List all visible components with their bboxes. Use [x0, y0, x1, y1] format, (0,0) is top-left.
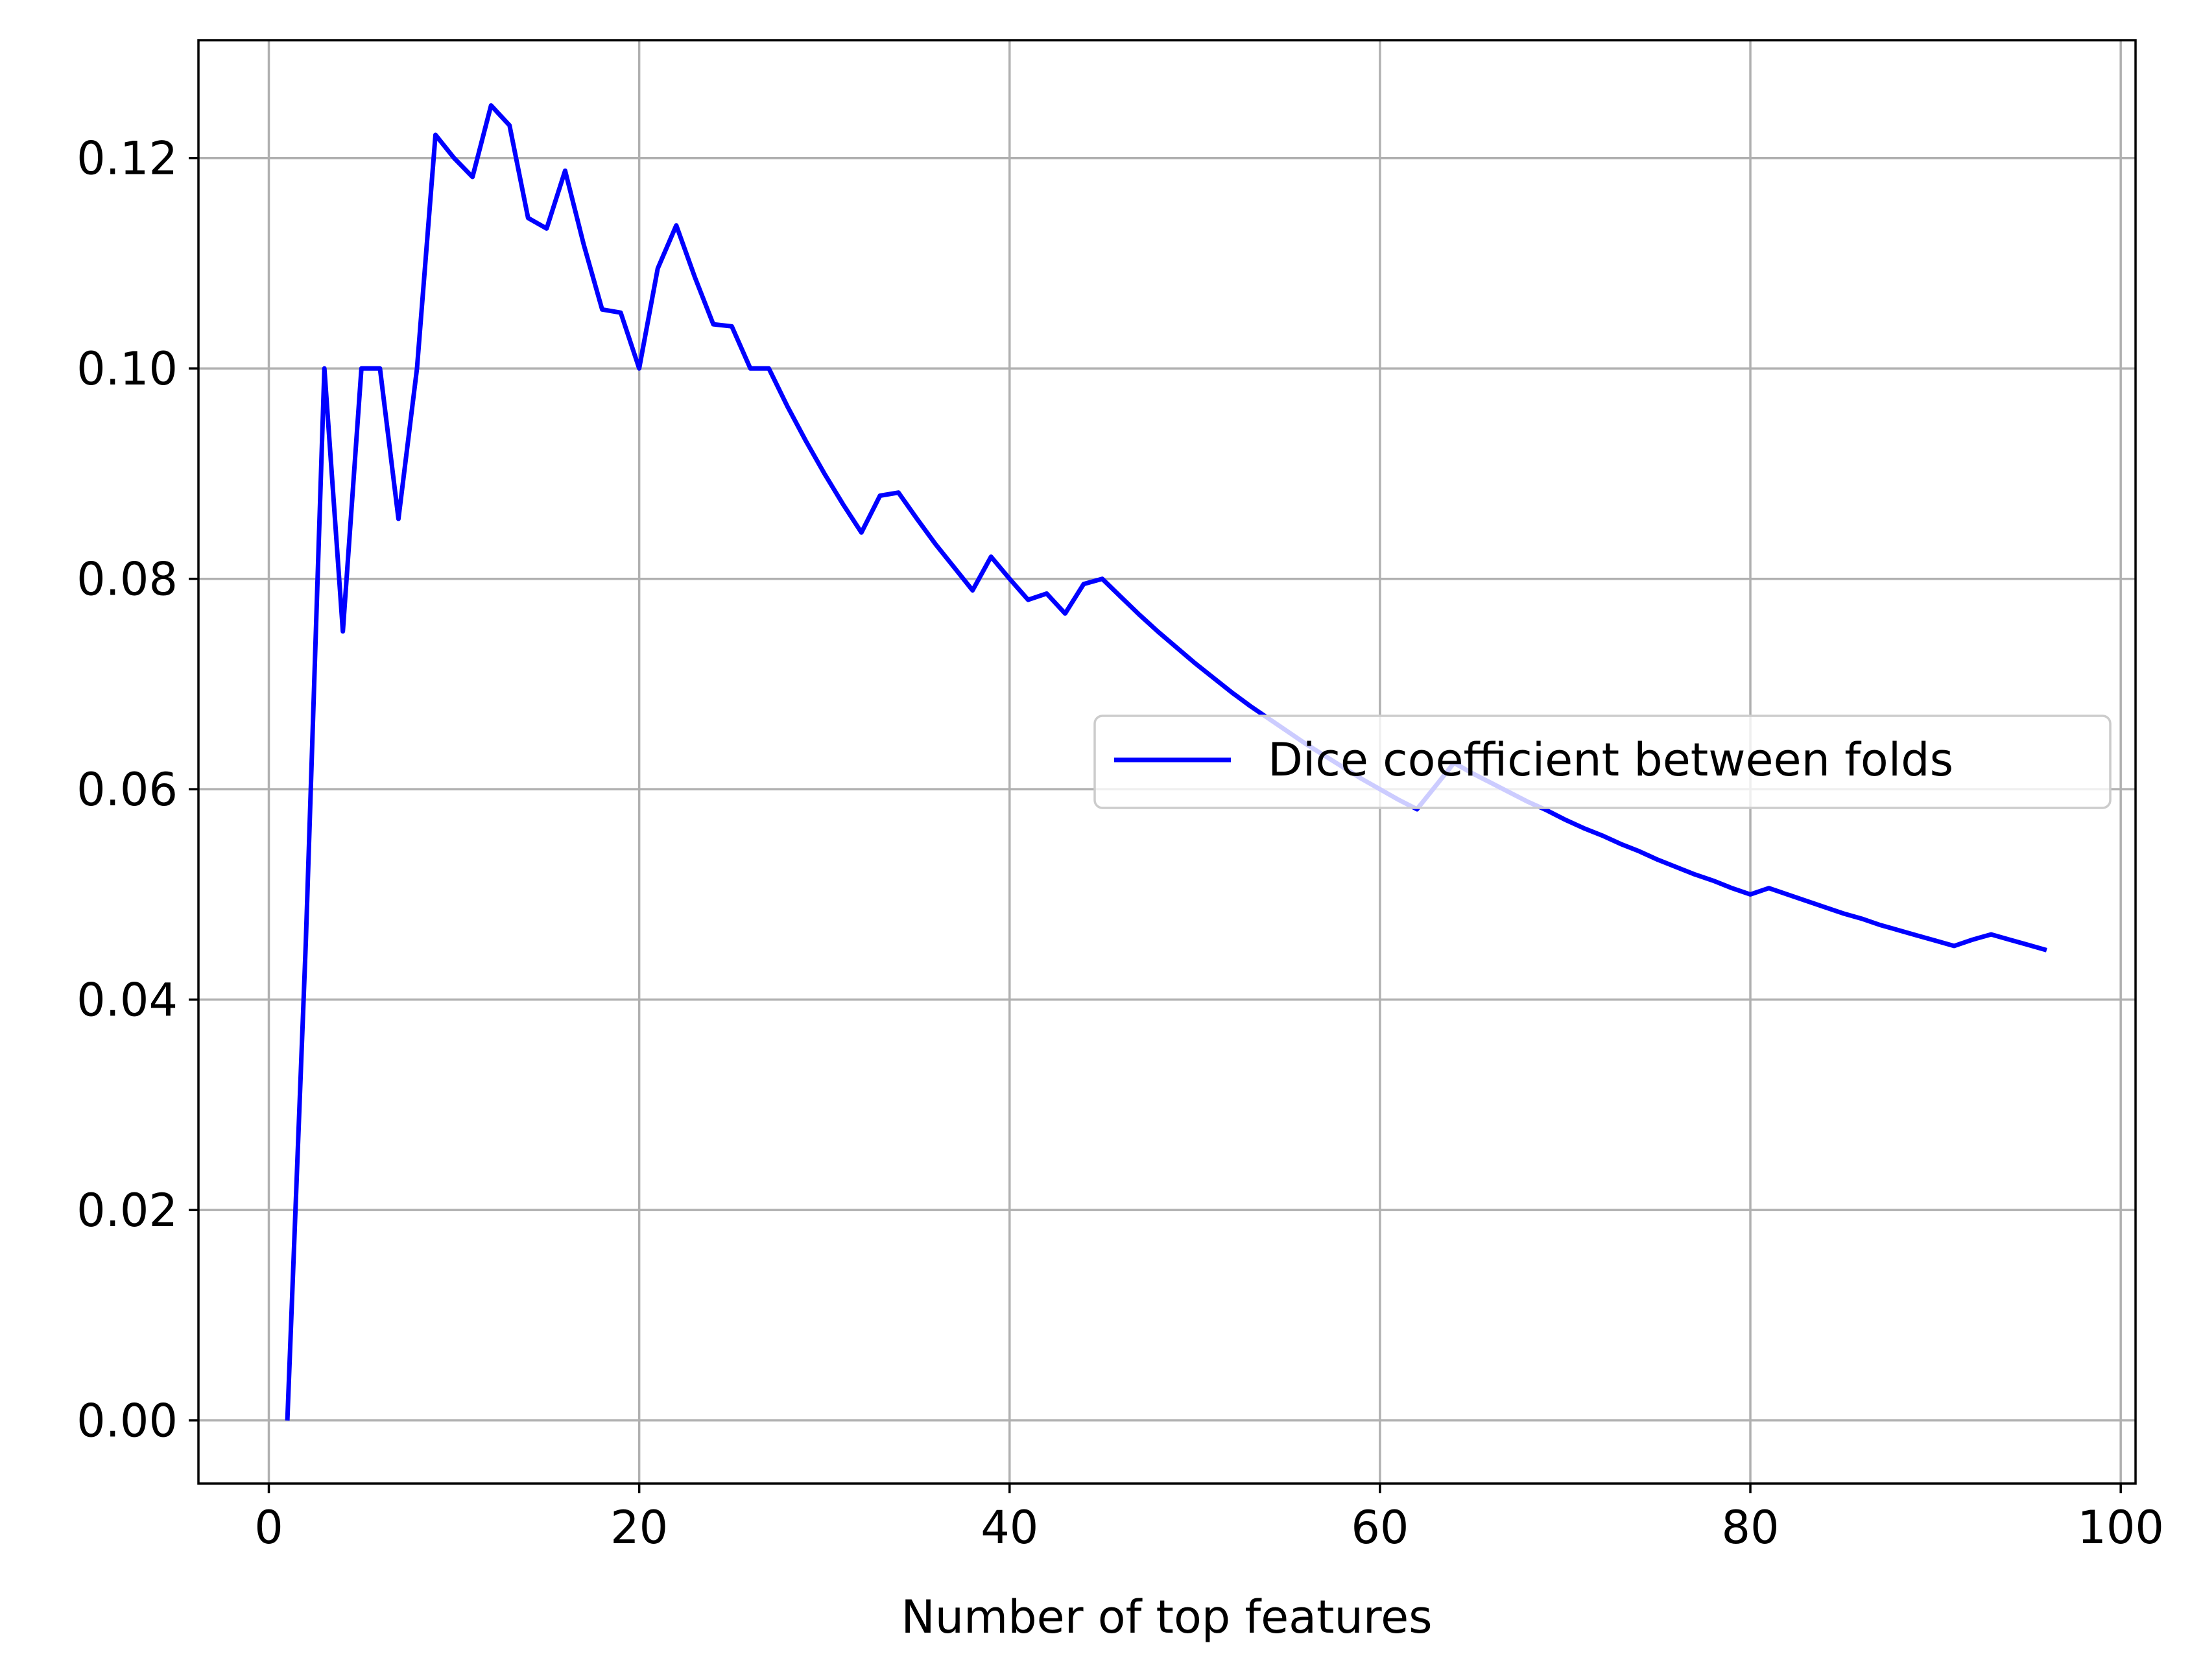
plot-frame	[197, 39, 2137, 1485]
x-tick-label: 80	[1721, 1501, 1779, 1554]
y-tick-label: 0.02	[77, 1184, 178, 1237]
legend: Dice coefficient between folds	[1093, 715, 2112, 809]
x-tick-label: 0	[254, 1501, 283, 1554]
x-tick-label: 100	[2077, 1501, 2164, 1554]
x-tick-label: 40	[981, 1501, 1038, 1554]
y-tick-label: 0.10	[77, 342, 178, 396]
y-tick-label: 0.08	[77, 553, 178, 606]
y-tick-label: 0.04	[77, 974, 178, 1027]
legend-label: Dice coefficient between folds	[1268, 733, 1953, 787]
legend-box	[1093, 715, 2112, 809]
x-tick-label: 60	[1351, 1501, 1409, 1554]
x-axis-label: Number of top features	[901, 1591, 1432, 1644]
x-tick-label: 20	[610, 1501, 668, 1554]
x-axis: 0 20 40 60 80 100	[254, 1484, 2164, 1554]
series-layer	[285, 103, 2047, 1421]
y-tick-label: 0.12	[77, 132, 178, 185]
y-axis: 0.00 0.02 0.04 0.06 0.08 0.10 0.12	[77, 132, 198, 1448]
y-tick-label: 0.00	[77, 1395, 178, 1448]
series-line	[285, 103, 2047, 1421]
y-tick-label: 0.06	[77, 763, 178, 816]
